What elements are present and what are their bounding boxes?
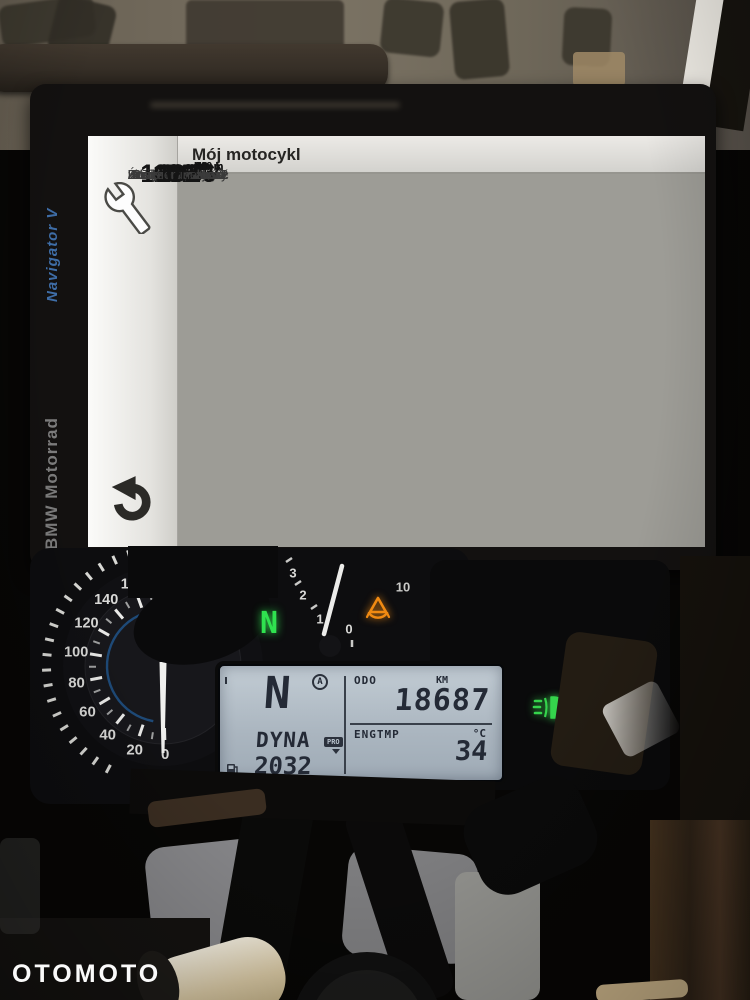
side-panel — [650, 820, 750, 1000]
metric-value: -- — [169, 159, 187, 188]
trip-computer-grid: Przednia opona -- Tylna opona -- Bieżące… — [127, 161, 705, 547]
odo-value: 18687 — [393, 683, 492, 718]
back-arrow-icon — [111, 476, 151, 521]
graffiti-shape — [448, 0, 511, 81]
odo-label: ODO — [354, 674, 377, 687]
graffiti-shape — [573, 52, 625, 86]
metric-value: 232 k m — [157, 159, 207, 188]
metric-label: Tylna opona — [142, 166, 214, 182]
speedometer-dial: 020406080100120140160180200220240km/h321… — [42, 546, 410, 774]
bezel-reflection — [150, 102, 400, 108]
tools-button[interactable] — [102, 156, 154, 234]
metric-label: Bieżące zużycie — [131, 166, 225, 182]
metric-label: Napięcie — [152, 166, 204, 182]
brand-text-navigator: Navigator V — [44, 207, 61, 302]
metric-value: 14.3 v — [153, 159, 220, 188]
metric-label: Zasięg na paliwie — [127, 166, 229, 182]
svg-text:3: 3 — [289, 566, 296, 581]
background-shape — [0, 838, 40, 934]
lcd-gear: N — [262, 668, 293, 719]
metric-value: 0° — [166, 159, 190, 188]
brand-text-bmw-motorrad: BMW Motorrad — [42, 417, 61, 550]
metric-label: Przednia opona — [132, 166, 224, 182]
metric-label: Aut. licz. podróży — [128, 166, 228, 182]
wrench-icon — [104, 182, 151, 234]
svg-text:60: 60 — [79, 703, 96, 720]
metric-value: 1106.6 k m — [140, 159, 224, 188]
lcd-display: N A ODO KM 18687 ENGTMP °C 34 DYNA PRO 2… — [218, 664, 504, 782]
metric-value: 5.5 L/100 — [160, 159, 213, 188]
svg-text:120: 120 — [74, 616, 98, 632]
graffiti-shape — [379, 0, 445, 58]
metric-label: Bieżące zużycie — [131, 166, 225, 182]
otomoto-watermark: OTOMOTO — [12, 960, 162, 988]
svg-text:140: 140 — [94, 592, 118, 608]
svg-text:0: 0 — [345, 622, 352, 637]
metric-label: Temp. otoczenia — [130, 166, 226, 182]
ride-mode-pro-badge: PRO — [324, 737, 343, 747]
metric-label: Maks. prędkość — [132, 166, 224, 182]
back-button[interactable] — [102, 448, 154, 521]
metric-label: Zużycie paliwa 1 — [129, 166, 227, 182]
svg-text:10: 10 — [396, 580, 410, 595]
svg-text:100: 100 — [64, 645, 88, 661]
metric-label: Zużycie paliwa 2 — [129, 166, 227, 182]
engine-temp-label: ENGTMP — [354, 728, 400, 741]
svg-text:2: 2 — [299, 588, 306, 603]
metric-value: 1106.6 k m — [140, 159, 224, 188]
metric-value: 5.6 L/100 — [160, 159, 213, 188]
lcd-bar-gauge — [489, 676, 498, 720]
metric-label: Licznik podróży 2 — [127, 166, 229, 182]
ride-mode-value: DYNA — [255, 728, 312, 752]
gps-screen: Mój motocykl Przednia opona -- Tylna opo… — [88, 136, 705, 547]
metric-value: 0.0 k m — [160, 159, 204, 188]
svg-text:20: 20 — [126, 742, 143, 759]
gps-sidebar — [88, 136, 178, 547]
metric-label: Kierunek — [152, 166, 204, 182]
metric-value: -- — [169, 159, 187, 188]
metric-value: -- — [169, 159, 187, 188]
metric-label: Licznik podróży 1 — [127, 166, 229, 182]
screen-header: Mój motocykl — [178, 136, 705, 174]
background-shape — [595, 978, 689, 1000]
svg-text:0: 0 — [161, 746, 169, 763]
mode-arrow-icon — [332, 749, 340, 754]
svg-text:80: 80 — [68, 675, 85, 692]
page-title: Mój motocykl — [192, 145, 301, 164]
neutral-indicator: N — [260, 606, 279, 641]
engine-temp-value: 34 — [454, 736, 490, 767]
svg-text:40: 40 — [99, 727, 116, 744]
fuel-gauge — [225, 677, 240, 757]
metric-label: Zasięg na paliwie — [127, 166, 229, 182]
svg-text:1: 1 — [316, 612, 323, 627]
metric-value: 65.8 km h — [153, 159, 214, 188]
odo-unit: KM — [436, 675, 449, 686]
lcd-divider — [344, 676, 346, 774]
lcd-divider — [350, 723, 492, 725]
metric-value: 232 k m — [157, 159, 207, 188]
engine-temp-unit: °C — [472, 727, 486, 740]
metric-value: 18.5 ° C — [153, 159, 210, 188]
metric-value: -- — [169, 159, 187, 188]
abs-circle-icon: A — [312, 674, 328, 690]
metric-value: 192 km h — [157, 159, 210, 188]
frame-shape — [680, 556, 750, 821]
metric-label: Średnia prędkość — [127, 166, 229, 182]
